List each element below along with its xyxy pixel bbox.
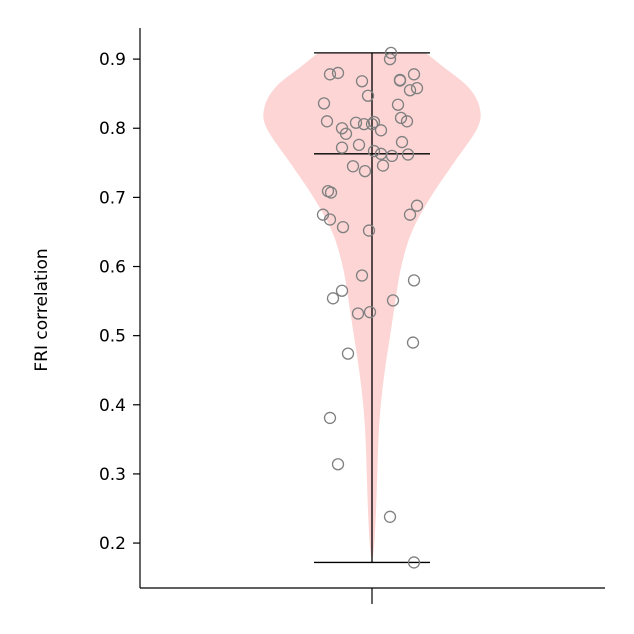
data-point — [407, 556, 421, 569]
data-point — [326, 292, 340, 305]
y-tick-label: 0.6 — [99, 258, 126, 278]
data-point — [407, 68, 421, 81]
data-point — [362, 224, 376, 237]
data-point — [357, 117, 371, 131]
data-point — [391, 98, 405, 111]
data-point — [339, 127, 353, 140]
data-point — [410, 82, 424, 95]
data-point — [403, 84, 417, 97]
data-point — [393, 74, 407, 87]
data-point — [324, 186, 338, 199]
data-point — [336, 220, 350, 234]
data-point — [358, 164, 372, 178]
y-axis-title: FRI correlation — [32, 248, 52, 371]
data-point — [376, 159, 390, 172]
data-point — [335, 284, 349, 297]
y-axis-ticks: 0.2 0.3 0.4 0.5 0.6 0.7 0.8 0.9 — [99, 50, 140, 554]
y-tick-label: 0.3 — [99, 465, 126, 485]
data-point — [352, 138, 366, 151]
y-tick-label: 0.4 — [99, 396, 126, 416]
data-point — [323, 213, 337, 226]
data-point — [407, 274, 421, 287]
data-point — [386, 294, 400, 307]
data-point — [323, 411, 337, 425]
data-point — [355, 75, 369, 88]
data-point — [374, 147, 388, 160]
data-point — [361, 89, 375, 102]
axes: 0.2 0.3 0.4 0.5 0.6 0.7 0.8 0.9 — [99, 28, 605, 604]
data-point — [363, 305, 377, 319]
data-point — [395, 135, 409, 149]
y-tick-label: 0.5 — [99, 327, 126, 347]
data-point — [365, 117, 379, 131]
y-tick-label: 0.2 — [99, 534, 126, 554]
data-point — [331, 458, 345, 471]
data-point — [383, 510, 397, 523]
data-point — [367, 144, 381, 158]
data-point — [317, 97, 331, 110]
data-points — [316, 46, 424, 569]
data-point — [346, 160, 360, 173]
data-point — [394, 111, 408, 125]
data-point — [403, 208, 417, 221]
data-point — [410, 199, 424, 212]
data-point — [355, 269, 369, 282]
data-point — [331, 66, 345, 80]
data-point — [401, 148, 415, 161]
data-point — [406, 336, 420, 349]
data-point — [341, 347, 355, 360]
y-tick-label: 0.7 — [99, 188, 126, 208]
data-point — [374, 124, 388, 137]
data-point — [335, 141, 349, 154]
data-point — [383, 52, 397, 66]
y-tick-label: 0.9 — [99, 50, 126, 70]
data-point — [351, 307, 365, 320]
data-point — [349, 116, 363, 129]
data-point — [320, 115, 334, 128]
data-point — [323, 68, 337, 81]
data-point — [400, 115, 414, 128]
y-tick-label: 0.8 — [99, 119, 126, 139]
data-point — [384, 46, 398, 60]
